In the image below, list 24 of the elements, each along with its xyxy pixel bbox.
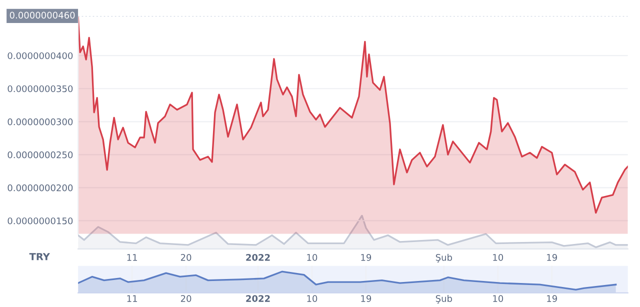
x-tick-label: 11 <box>127 254 137 261</box>
x-tick-label: 19 <box>361 254 372 261</box>
x-tick-label: 10 <box>493 254 504 261</box>
x-tick-label: 2022 <box>246 254 270 261</box>
y-tick-label: 0.0000000400 <box>8 52 73 60</box>
y-tick-label: 0.0000000250 <box>8 151 73 158</box>
x-tick-label: 10 <box>307 295 318 302</box>
x-tick-label: 11 <box>127 295 137 302</box>
x-tick-label: 19 <box>361 295 372 302</box>
y-tick-label: 0.0000000350 <box>8 85 73 92</box>
y-tick-label: 0.0000000300 <box>8 118 73 126</box>
ref-line-label: 0.0000000460 <box>10 12 75 19</box>
x-tick-label: 19 <box>547 295 557 302</box>
x-tick-label: Şub <box>436 254 452 262</box>
x-tick-label: 20 <box>180 254 192 261</box>
x-tick-label: 2022 <box>246 295 270 302</box>
text: TRY <box>29 253 50 260</box>
x-tick-label: Şub <box>436 294 452 304</box>
y-tick-label: 0.0000000150 <box>8 217 73 224</box>
x-tick-label: 19 <box>547 254 557 261</box>
x-tick-label: 20 <box>180 295 192 302</box>
y-tick-label: 0.0000000200 <box>8 184 73 192</box>
x-tick-label: 10 <box>307 254 318 261</box>
x-tick-label: 10 <box>493 295 504 302</box>
